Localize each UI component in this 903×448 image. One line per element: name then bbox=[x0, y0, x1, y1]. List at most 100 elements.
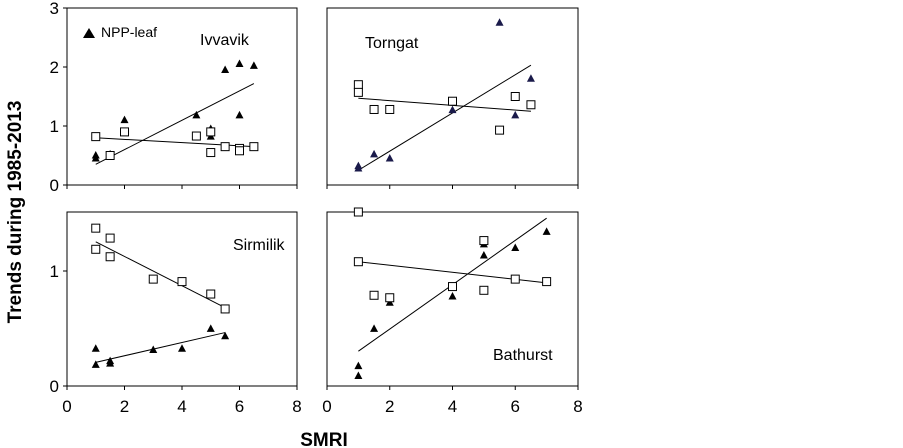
legend-triangle-marker bbox=[83, 28, 95, 38]
square-point bbox=[206, 127, 216, 137]
square-point bbox=[220, 142, 230, 152]
triangle-point bbox=[495, 18, 504, 26]
x-tick-label: 0 bbox=[322, 397, 331, 416]
legend: NPP-leaf bbox=[83, 24, 157, 40]
triangle-point bbox=[221, 65, 230, 73]
panel-sirmilik: 0 1 0 2 4 6 8 Sirmilik bbox=[50, 211, 302, 416]
triangle-point bbox=[542, 227, 551, 235]
square-point bbox=[510, 274, 520, 284]
square-point bbox=[353, 257, 363, 267]
triangle-trend-line bbox=[95, 332, 226, 363]
square-point bbox=[510, 92, 520, 101]
triangle-trend-line bbox=[95, 83, 255, 165]
triangle-point bbox=[149, 345, 158, 353]
panel-torngat: Torngat bbox=[326, 7, 579, 189]
triangle-point bbox=[354, 371, 363, 380]
y-tick-label: 1 bbox=[50, 117, 59, 136]
plot-frame bbox=[326, 7, 579, 186]
triangle-point bbox=[249, 61, 258, 69]
square-point bbox=[448, 96, 457, 106]
square-point bbox=[448, 282, 457, 292]
y-tick-label: 2 bbox=[50, 58, 59, 77]
y-tick-label: 0 bbox=[50, 377, 59, 396]
x-tick-label: 4 bbox=[448, 397, 457, 416]
square-point bbox=[353, 80, 363, 90]
square-point bbox=[177, 277, 187, 287]
triangle-point bbox=[120, 115, 129, 124]
square-point bbox=[148, 274, 158, 284]
triangle-point bbox=[192, 110, 201, 119]
square-point bbox=[105, 151, 115, 160]
square-point bbox=[191, 131, 201, 141]
triangle-point bbox=[354, 161, 363, 170]
x-tick-label: 6 bbox=[235, 397, 244, 416]
x-tick-label: 0 bbox=[62, 397, 71, 416]
triangle-point bbox=[91, 360, 100, 368]
square-point bbox=[385, 293, 395, 303]
legend-label: NPP-leaf bbox=[101, 24, 157, 40]
triangle-point bbox=[106, 359, 115, 367]
square-point bbox=[105, 233, 115, 243]
square-point bbox=[385, 104, 395, 114]
triangle-point bbox=[221, 331, 230, 340]
triangle-point bbox=[385, 153, 394, 162]
square-point bbox=[120, 127, 129, 137]
y-tick-label: 1 bbox=[50, 262, 59, 281]
square-point bbox=[206, 148, 216, 158]
square-point bbox=[353, 87, 363, 97]
triangle-point bbox=[91, 344, 100, 352]
triangle-point bbox=[178, 344, 186, 352]
square-point bbox=[105, 252, 115, 262]
square-point bbox=[479, 285, 489, 295]
plot-frame bbox=[66, 7, 298, 186]
square-point bbox=[91, 223, 101, 233]
triangle-point bbox=[206, 324, 215, 332]
x-tick-label: 4 bbox=[177, 397, 186, 416]
triangle-point bbox=[354, 361, 363, 370]
triangle-point bbox=[511, 110, 520, 119]
square-point bbox=[526, 100, 536, 110]
site-label: Torngat bbox=[365, 35, 419, 52]
chart-panels: 0 1 2 3 Ivvavik Torngat 0 1 0 2 4 6 8 Sirmilik 0 2 4 6 8 Ba… bbox=[50, 0, 583, 416]
y-tick-label: 0 bbox=[50, 176, 59, 195]
triangle-point bbox=[235, 110, 244, 119]
triangle-point bbox=[370, 149, 379, 158]
square-point bbox=[91, 244, 101, 254]
y-axis-title: Trends during 1985-2013 bbox=[5, 101, 26, 324]
square-point bbox=[542, 277, 552, 287]
plot-frame bbox=[66, 211, 298, 387]
triangle-point bbox=[479, 251, 488, 259]
x-tick-label: 2 bbox=[120, 397, 129, 416]
panel-bathurst: 0 2 4 6 8 Bathurst bbox=[322, 207, 583, 416]
x-axis-title: SMRI bbox=[300, 430, 348, 448]
square-point bbox=[220, 304, 230, 314]
square-trend-line bbox=[95, 241, 226, 309]
square-trend-line bbox=[358, 97, 531, 112]
square-point bbox=[235, 146, 244, 156]
x-tick-label: 8 bbox=[573, 397, 582, 416]
square-point bbox=[353, 207, 363, 217]
triangle-trend-line bbox=[358, 64, 532, 171]
x-tick-label: 2 bbox=[385, 397, 394, 416]
y-tick-label: 3 bbox=[50, 0, 59, 18]
square-point bbox=[249, 142, 259, 152]
square-point bbox=[479, 236, 489, 246]
triangle-point bbox=[448, 292, 457, 300]
square-point bbox=[91, 132, 101, 142]
triangle-point bbox=[526, 74, 535, 82]
triangle-point bbox=[448, 105, 457, 114]
triangle-point bbox=[235, 59, 244, 68]
triangle-point bbox=[511, 243, 520, 252]
square-point bbox=[206, 289, 216, 299]
site-label: Sirmilik bbox=[233, 237, 286, 254]
square-point bbox=[369, 290, 379, 300]
x-tick-label: 6 bbox=[511, 397, 520, 416]
square-point bbox=[495, 125, 505, 135]
triangle-point bbox=[370, 324, 379, 332]
x-tick-label: 8 bbox=[292, 397, 301, 416]
square-point bbox=[369, 104, 379, 114]
triangle-point bbox=[91, 151, 100, 159]
site-label: Ivvavik bbox=[200, 32, 250, 49]
panel-ivvavik: 0 1 2 3 Ivvavik bbox=[50, 0, 298, 195]
